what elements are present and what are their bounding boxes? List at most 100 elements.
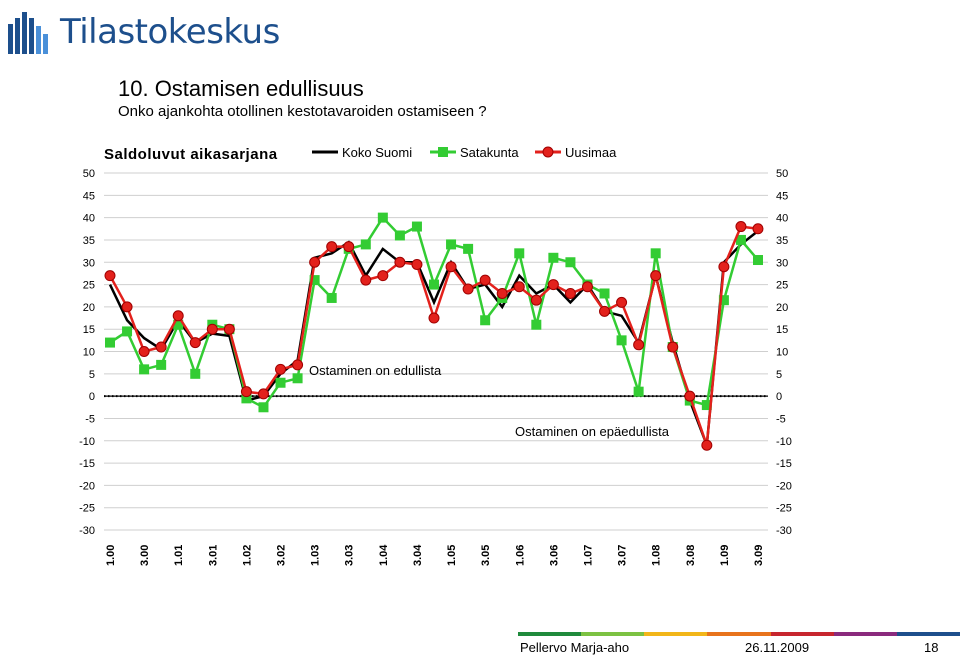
data-point-square (565, 257, 576, 268)
data-point-circle (547, 279, 559, 291)
data-point-circle (257, 388, 269, 400)
y-tick-label-left: 10 (83, 347, 95, 359)
y-tick-label-left: -15 (79, 458, 95, 470)
data-point-square (241, 393, 252, 404)
y-tick-label-right: -25 (776, 503, 792, 515)
data-point-circle (428, 312, 440, 324)
slide-subtitle: Onko ajankohta otollinen kestotavaroiden… (118, 103, 487, 120)
tilastokeskus-logo-icon (8, 12, 48, 54)
footer-color-bar (518, 632, 960, 636)
x-tick-label: 3.04 (412, 544, 424, 566)
x-tick-label: 3.03 (344, 545, 356, 566)
data-point-circle (479, 274, 491, 286)
y-tick-label-left: 0 (89, 391, 95, 403)
data-point-square (309, 275, 320, 286)
data-point-square (411, 221, 422, 232)
data-point-square (446, 239, 457, 250)
footer-color-segment (518, 632, 582, 636)
x-tick-label: 3.00 (139, 545, 151, 566)
y-tick-label-left: 35 (83, 235, 95, 247)
data-point-square (753, 255, 763, 266)
y-tick-label-left: 25 (83, 280, 95, 292)
x-tick-label: 3.01 (207, 545, 219, 566)
x-tick-label: 3.09 (753, 545, 765, 566)
data-point-circle (394, 256, 406, 268)
y-tick-label-right: -5 (776, 413, 786, 425)
legend-marker (542, 146, 554, 158)
data-point-square (718, 295, 729, 306)
x-tick-label: 3.05 (480, 545, 492, 566)
data-point-circle (155, 341, 167, 353)
data-point-circle (206, 323, 218, 335)
footer-color-segment (581, 632, 645, 636)
data-point-circle (326, 241, 338, 253)
data-point-square (258, 402, 269, 413)
page-number: 18 (924, 640, 939, 655)
data-point-circle (240, 386, 252, 398)
data-point-square (326, 292, 337, 303)
data-point-circle (530, 294, 542, 306)
y-tick-label-right: 35 (776, 235, 788, 247)
data-point-circle (735, 221, 747, 233)
x-tick-label: 3.08 (685, 545, 697, 566)
data-point-circle (343, 241, 355, 253)
data-point-square (463, 243, 474, 254)
data-point-square (429, 279, 439, 290)
data-point-square (275, 377, 286, 388)
data-point-square (735, 234, 746, 245)
y-tick-label-left: -20 (79, 480, 95, 492)
data-point-square (105, 337, 115, 348)
legend-label: Koko Suomi (342, 145, 412, 160)
x-tick-label: 1.05 (446, 545, 458, 566)
y-tick-label-right: 45 (776, 190, 788, 202)
data-point-circle (104, 270, 116, 282)
data-point-circle (275, 363, 287, 375)
data-point-circle (138, 346, 150, 357)
data-point-square (701, 400, 712, 411)
y-tick-label-left: 5 (89, 369, 95, 381)
data-point-circle (513, 281, 525, 293)
series-line (109, 215, 759, 409)
legend-marker (438, 147, 448, 157)
y-tick-label-right: -10 (776, 436, 792, 448)
data-point-square (377, 212, 388, 223)
y-tick-label-left: -30 (79, 525, 95, 537)
y-tick-label-right: 0 (776, 391, 782, 403)
y-tick-label-left: 30 (83, 257, 95, 269)
footer-color-segment (896, 632, 960, 636)
data-point-circle (411, 258, 423, 270)
data-point-circle (667, 341, 679, 353)
y-tick-label-right: 10 (776, 347, 788, 359)
x-tick-label: 1.03 (310, 545, 322, 566)
y-tick-label-right: 30 (776, 257, 788, 269)
legend-label: Uusimaa (565, 145, 617, 160)
y-tick-label-right: 15 (776, 324, 788, 336)
y-tick-label-left: 45 (83, 190, 95, 202)
data-point-circle (650, 270, 662, 282)
data-point-square (190, 368, 201, 379)
y-tick-label-right: 40 (776, 213, 788, 225)
y-tick-label-right: -30 (776, 525, 792, 537)
data-point-circle (172, 310, 184, 322)
data-point-circle (581, 281, 593, 293)
data-point-square (633, 386, 644, 397)
brand-name: Tilastokeskus (60, 12, 280, 52)
x-tick-label: 1.07 (582, 545, 594, 566)
x-tick-label: 3.07 (617, 545, 629, 566)
y-tick-label-right: -15 (776, 458, 792, 470)
y-tick-label-left: 40 (83, 213, 95, 225)
chart-title: Saldoluvut aikasarjana (104, 146, 278, 163)
footer-color-segment (644, 632, 708, 636)
x-tick-label: 1.02 (241, 545, 253, 566)
data-point-circle (684, 390, 696, 402)
data-point-square (599, 288, 610, 299)
annotation-negative: Ostaminen on epäedullista (515, 424, 670, 439)
footer-color-segment (770, 632, 834, 636)
data-point-square (616, 335, 627, 346)
x-tick-label: 1.04 (378, 544, 390, 566)
data-point-circle (599, 305, 611, 317)
data-point-square (548, 252, 559, 263)
x-tick-label: 1.00 (105, 545, 117, 566)
